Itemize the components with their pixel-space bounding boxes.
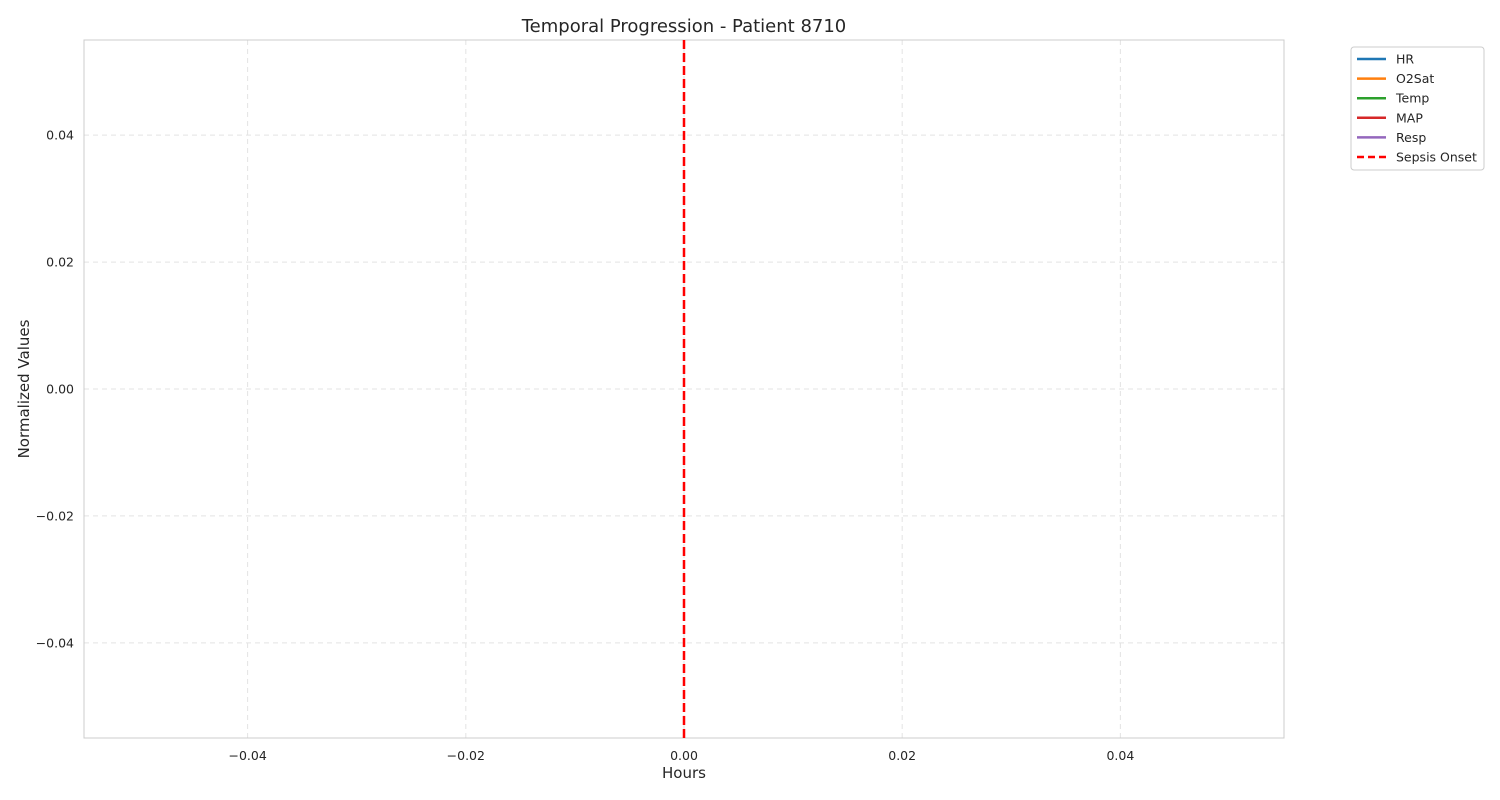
y-tick-label: 0.04 — [46, 128, 74, 143]
y-axis-label: Normalized Values — [15, 319, 33, 458]
x-tick-label: −0.04 — [228, 748, 266, 763]
x-axis-label: Hours — [662, 764, 706, 782]
x-axis-ticks: −0.04 −0.02 0.00 0.02 0.04 — [228, 748, 1134, 763]
legend-label: Resp — [1396, 130, 1426, 145]
legend: HR O2Sat Temp MAP Resp Sepsis Onset — [1350, 46, 1485, 171]
y-tick-label: −0.04 — [36, 635, 74, 650]
legend-label: HR — [1396, 52, 1414, 67]
legend-label: Temp — [1395, 91, 1429, 106]
y-axis-ticks: −0.04 −0.02 0.00 0.02 0.04 — [36, 128, 74, 651]
legend-label: O2Sat — [1396, 71, 1434, 86]
y-tick-label: 0.00 — [46, 382, 74, 397]
gridlines — [84, 40, 1284, 738]
chart-title: Temporal Progression - Patient 8710 — [521, 16, 847, 37]
x-tick-label: 0.04 — [1106, 748, 1134, 763]
x-tick-label: 0.00 — [670, 748, 698, 763]
legend-label: Sepsis Onset — [1396, 150, 1477, 165]
y-tick-label: −0.02 — [36, 508, 74, 523]
x-tick-label: 0.02 — [888, 748, 916, 763]
x-tick-label: −0.02 — [447, 748, 485, 763]
y-tick-label: 0.02 — [46, 255, 74, 270]
legend-label: MAP — [1396, 110, 1423, 125]
